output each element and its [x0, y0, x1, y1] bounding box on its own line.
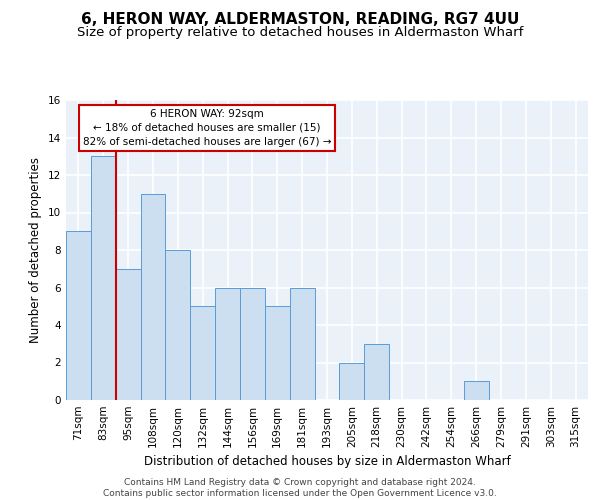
Bar: [265, 306, 290, 400]
Bar: [116, 269, 140, 400]
Bar: [215, 288, 240, 400]
Bar: [66, 231, 91, 400]
Bar: [240, 288, 265, 400]
Bar: [166, 250, 190, 400]
Text: 6 HERON WAY: 92sqm
← 18% of detached houses are smaller (15)
82% of semi-detache: 6 HERON WAY: 92sqm ← 18% of detached hou…: [83, 109, 331, 147]
Bar: [91, 156, 116, 400]
Text: Size of property relative to detached houses in Aldermaston Wharf: Size of property relative to detached ho…: [77, 26, 523, 39]
Bar: [190, 306, 215, 400]
Text: 6, HERON WAY, ALDERMASTON, READING, RG7 4UU: 6, HERON WAY, ALDERMASTON, READING, RG7 …: [81, 12, 519, 28]
Text: Contains HM Land Registry data © Crown copyright and database right 2024.
Contai: Contains HM Land Registry data © Crown c…: [103, 478, 497, 498]
Bar: [290, 288, 314, 400]
Bar: [364, 344, 389, 400]
Bar: [140, 194, 166, 400]
Y-axis label: Number of detached properties: Number of detached properties: [29, 157, 43, 343]
Bar: [464, 381, 488, 400]
Bar: [340, 362, 364, 400]
X-axis label: Distribution of detached houses by size in Aldermaston Wharf: Distribution of detached houses by size …: [143, 456, 511, 468]
